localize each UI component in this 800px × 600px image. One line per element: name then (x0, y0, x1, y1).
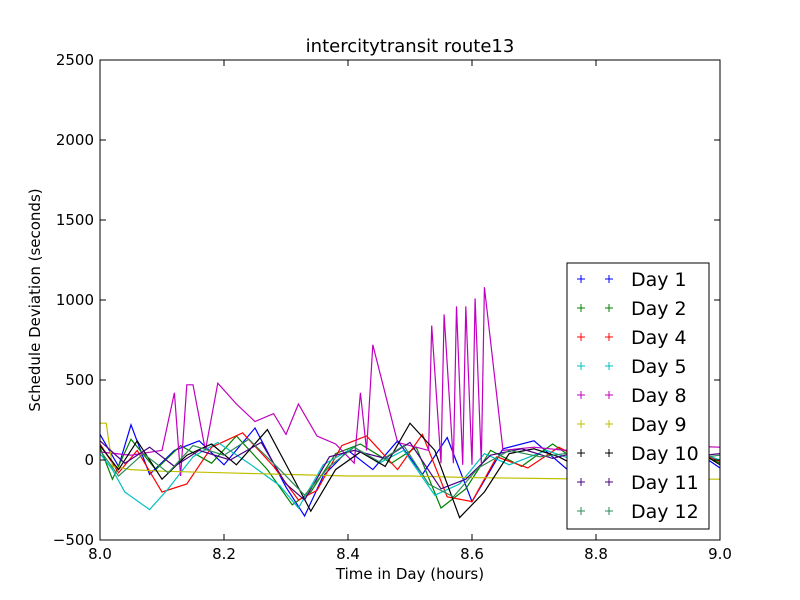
y-tick-label: 500 (65, 371, 94, 389)
legend-label: Day 8 (631, 385, 687, 407)
y-axis-label: Schedule Deviation (seconds) (26, 188, 44, 411)
x-tick-label: 9.0 (708, 545, 732, 563)
legend-item: Day 8 (577, 385, 687, 407)
x-tick-label: 8.4 (336, 545, 360, 563)
legend-item: Day 10 (577, 443, 699, 465)
legend-box (566, 262, 710, 530)
legend-label: Day 4 (631, 327, 687, 349)
series-line-5 (100, 287, 720, 477)
legend-item: Day 1 (577, 269, 687, 291)
x-tick-label: 8.6 (460, 545, 484, 563)
legend-item: Day 12 (577, 501, 699, 523)
legend-item: Day 4 (577, 327, 687, 349)
y-tick-label: 1500 (56, 211, 94, 229)
legend-label: Day 9 (631, 414, 687, 436)
y-tick-label: 2500 (56, 51, 94, 69)
y-tick-label: 0 (84, 451, 94, 469)
legend-item: Day 2 (577, 298, 687, 320)
legend-label: Day 11 (631, 472, 699, 494)
legend-label: Day 10 (631, 443, 699, 465)
legend-label: Day 5 (631, 356, 687, 378)
legend: Day 1 Day 2 Day 4 Day 5 Day 8 Day 9 Day 10 Day … (566, 262, 710, 530)
legend-label: Day 12 (631, 501, 699, 523)
legend-item: Day 11 (577, 472, 699, 494)
y-tick-label: 2000 (56, 131, 94, 149)
x-tick-label: 8.8 (584, 545, 608, 563)
legend-label: Day 1 (631, 269, 687, 291)
legend-item: Day 9 (577, 414, 687, 436)
legend-item: Day 5 (577, 356, 687, 378)
x-axis-label: Time in Day (hours) (335, 565, 484, 583)
x-tick-label: 8.2 (212, 545, 236, 563)
y-tick-label: 1000 (56, 291, 94, 309)
y-tick-label: −500 (53, 531, 94, 549)
x-tick-label: 8.0 (88, 545, 112, 563)
legend-label: Day 2 (631, 298, 687, 320)
ticks-layer: 8.0 8.2 8.4 8.6 8.8 9.0 −500 0 500 1000 1500 2000 25… (53, 51, 732, 563)
chart-title: intercitytransit route13 (306, 36, 515, 57)
